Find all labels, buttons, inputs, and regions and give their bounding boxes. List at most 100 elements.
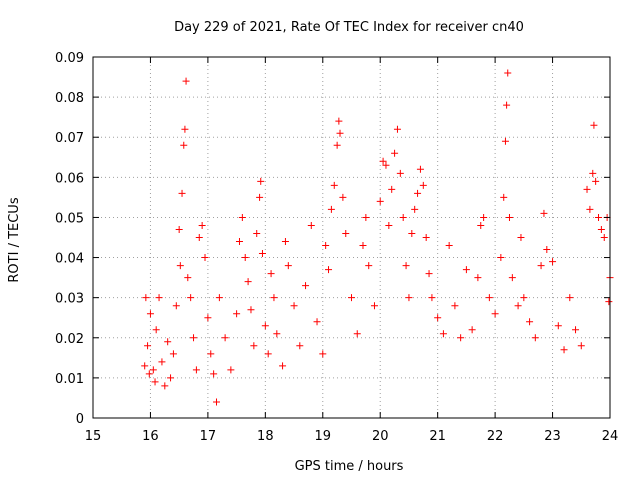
data-point [221, 334, 229, 342]
data-point [379, 157, 387, 165]
data-point [201, 254, 209, 262]
y-axis-title: ROTI / TECUs [7, 197, 22, 282]
chart-title: Day 229 of 2021, Rate Of TEC Index for r… [174, 20, 524, 35]
data-point [339, 193, 347, 201]
data-point [583, 185, 591, 193]
data-point [425, 270, 433, 278]
data-point [284, 262, 292, 270]
data-point [322, 242, 330, 250]
x-tick-label: 17 [200, 429, 217, 444]
data-point [273, 330, 281, 338]
data-point [501, 137, 509, 145]
data-point [497, 254, 505, 262]
data-point [244, 278, 252, 286]
data-point [503, 101, 511, 109]
data-point [215, 294, 223, 302]
data-point [428, 294, 436, 302]
data-point [451, 302, 459, 310]
data-point [342, 229, 350, 237]
data-point [445, 242, 453, 250]
data-point [595, 213, 603, 221]
data-point [504, 69, 512, 77]
x-axis-title: GPS time / hours [295, 459, 404, 474]
data-point [141, 362, 149, 370]
data-point [264, 350, 272, 358]
y-tick-label: 0.01 [55, 372, 84, 387]
data-point [336, 129, 344, 137]
data-point [180, 141, 188, 149]
plot-frame [92, 56, 611, 419]
y-tick-label: 0.03 [55, 292, 84, 307]
data-point [167, 374, 175, 382]
data-point [468, 326, 476, 334]
data-point [396, 169, 404, 177]
data-point [195, 234, 203, 241]
y-tick-label: 0.08 [55, 91, 84, 106]
y-tick-label: 0.09 [55, 51, 84, 66]
data-point [169, 350, 177, 358]
x-tick-label: 18 [257, 429, 274, 444]
data-point [370, 302, 378, 310]
data-point [187, 294, 195, 302]
y-tick-label: 0.05 [55, 211, 84, 226]
data-point [549, 258, 557, 266]
data-point [439, 330, 447, 338]
x-tick-label: 21 [429, 429, 446, 444]
data-point [365, 262, 373, 270]
x-tick-label: 24 [602, 429, 619, 444]
x-tick-label: 16 [142, 429, 159, 444]
x-tick-label: 19 [315, 429, 332, 444]
data-point [333, 141, 341, 149]
data-point [151, 378, 159, 386]
data-point [474, 274, 482, 282]
data-point [376, 197, 384, 205]
data-point [402, 262, 410, 270]
data-point [540, 209, 548, 217]
data-point [330, 181, 338, 189]
data-point [500, 193, 508, 201]
data-point [241, 254, 249, 262]
data-point [256, 193, 264, 201]
data-point [327, 205, 335, 213]
data-point [572, 326, 580, 334]
data-point [592, 177, 600, 185]
data-point [491, 310, 499, 318]
y-tick-label: 0.04 [55, 252, 84, 267]
data-point [279, 362, 287, 370]
data-point [485, 294, 493, 302]
data-point [213, 398, 221, 406]
data-point [238, 213, 246, 221]
data-point [325, 266, 333, 274]
data-point [462, 266, 470, 274]
data-point [554, 322, 562, 330]
data-point [590, 121, 598, 129]
data-point [227, 366, 235, 374]
data-points [141, 69, 614, 406]
data-point [586, 205, 594, 213]
data-point [605, 298, 613, 306]
y-tick-labels: 0 0.01 0.02 0.03 0.04 0.05 0.06 0.07 0.08 0.09 [55, 51, 84, 427]
data-point [382, 161, 390, 169]
data-point [281, 238, 289, 246]
data-point [149, 366, 157, 374]
data-point [176, 262, 184, 270]
data-point [508, 274, 516, 282]
axis-ticks [92, 56, 611, 419]
data-point [235, 238, 243, 246]
data-point [192, 366, 200, 374]
data-point [233, 310, 241, 318]
data-point [175, 225, 183, 233]
data-point [388, 185, 396, 193]
data-point [258, 250, 266, 258]
data-point [399, 213, 407, 221]
data-point [181, 125, 189, 133]
y-tick-label: 0.06 [55, 171, 84, 186]
data-point [348, 294, 355, 302]
data-point [391, 149, 399, 157]
data-point [182, 77, 190, 85]
data-point [434, 314, 442, 322]
data-point [210, 370, 218, 378]
data-point [589, 169, 597, 177]
